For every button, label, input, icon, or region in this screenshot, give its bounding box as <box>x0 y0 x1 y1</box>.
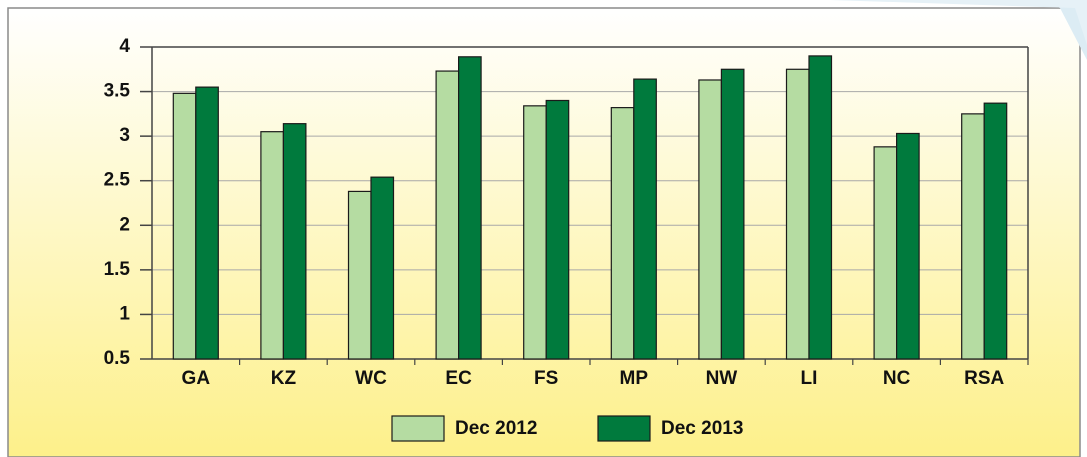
legend-swatch <box>391 415 445 442</box>
y-tick-label: 1.5 <box>104 259 131 280</box>
bar <box>808 55 833 360</box>
x-tick-label: NC <box>883 368 911 389</box>
bar <box>370 176 395 360</box>
bar <box>195 86 219 360</box>
bar <box>720 68 745 360</box>
legend-label: Dec 2012 <box>455 418 537 439</box>
y-tick-label: 3 <box>119 125 130 146</box>
x-tick-label: MP <box>620 368 649 389</box>
x-tick-label: GA <box>182 368 211 389</box>
x-tick-label: LI <box>801 368 818 389</box>
bar <box>523 105 547 360</box>
bar <box>633 78 657 360</box>
bar <box>458 56 482 360</box>
y-tick-label: 4 <box>119 36 130 57</box>
bar <box>172 92 197 360</box>
bar <box>785 68 810 360</box>
legend-label: Dec 2013 <box>661 418 743 439</box>
x-tick-label: KZ <box>271 368 297 389</box>
y-tick-label: 2 <box>119 214 130 235</box>
bar <box>873 146 898 360</box>
x-tick-label: EC <box>445 368 472 389</box>
x-tick-label: FS <box>534 368 558 389</box>
bar <box>545 99 570 360</box>
x-tick-label: RSA <box>964 368 1004 389</box>
bar <box>895 132 920 360</box>
bar <box>983 102 1008 360</box>
bar <box>347 190 372 360</box>
y-tick-label: 2.5 <box>104 170 131 191</box>
bar <box>260 131 284 360</box>
bar <box>282 123 307 360</box>
y-tick-label: 3.5 <box>104 81 131 102</box>
bar <box>435 70 460 360</box>
legend-swatch <box>597 415 651 442</box>
y-tick-label: 1 <box>119 303 130 324</box>
x-tick-label: NW <box>706 368 738 389</box>
bar <box>961 113 985 360</box>
corner-decoration <box>830 0 1087 45</box>
bar <box>610 107 635 360</box>
bar <box>698 79 723 360</box>
x-tick-label: WC <box>355 368 387 389</box>
y-tick-label: 0.5 <box>104 348 131 369</box>
